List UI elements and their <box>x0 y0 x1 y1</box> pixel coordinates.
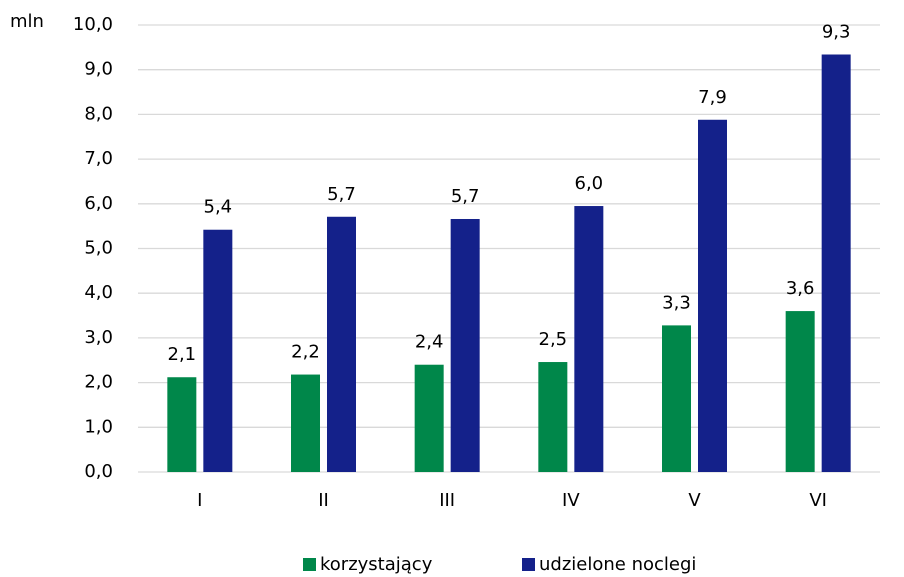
legend-swatch <box>522 558 535 571</box>
y-tick-label: 7,0 <box>84 148 113 169</box>
value-label: 2,2 <box>291 342 320 363</box>
y-tick-label: 10,0 <box>73 14 113 35</box>
y-tick-label: 2,0 <box>84 372 113 393</box>
value-label: 5,7 <box>327 184 356 205</box>
y-unit-label: mln <box>10 11 44 32</box>
bar <box>450 218 480 472</box>
legend-swatch <box>303 558 316 571</box>
legend-label: korzystający <box>320 554 433 575</box>
x-tick-label: II <box>318 490 329 511</box>
x-tick-label: V <box>688 490 701 511</box>
y-tick-label: 5,0 <box>84 238 113 259</box>
y-tick-label: 9,0 <box>84 59 113 80</box>
bar <box>698 119 727 472</box>
legend-label: udzielone noclegi <box>539 554 696 575</box>
y-tick-label: 4,0 <box>84 282 113 303</box>
bar <box>785 311 815 472</box>
bar <box>574 206 604 472</box>
x-tick-label: IV <box>562 490 580 511</box>
bar <box>414 364 444 472</box>
value-label: 6,0 <box>575 173 604 194</box>
value-label: 5,7 <box>451 186 480 207</box>
y-tick-label: 6,0 <box>84 193 113 214</box>
bar <box>167 377 197 472</box>
value-label: 3,3 <box>662 292 691 313</box>
bar <box>291 374 320 472</box>
x-tick-label: III <box>439 490 455 511</box>
value-label: 9,3 <box>822 22 851 43</box>
y-tick-label: 3,0 <box>84 327 113 348</box>
y-tick-label: 1,0 <box>84 416 113 437</box>
value-label: 3,6 <box>786 278 815 299</box>
value-label: 7,9 <box>698 87 727 108</box>
value-label: 2,4 <box>415 332 444 353</box>
bar <box>821 54 851 472</box>
y-tick-label: 8,0 <box>84 103 113 124</box>
x-tick-label: VI <box>809 490 827 511</box>
bar <box>538 362 568 472</box>
bar <box>203 229 233 472</box>
value-label: 5,4 <box>204 197 233 218</box>
bar <box>327 216 356 472</box>
value-label: 2,1 <box>168 344 197 365</box>
value-label: 2,5 <box>539 329 568 350</box>
x-tick-label: I <box>197 490 202 511</box>
bar <box>662 325 691 472</box>
y-tick-label: 0,0 <box>84 461 113 482</box>
